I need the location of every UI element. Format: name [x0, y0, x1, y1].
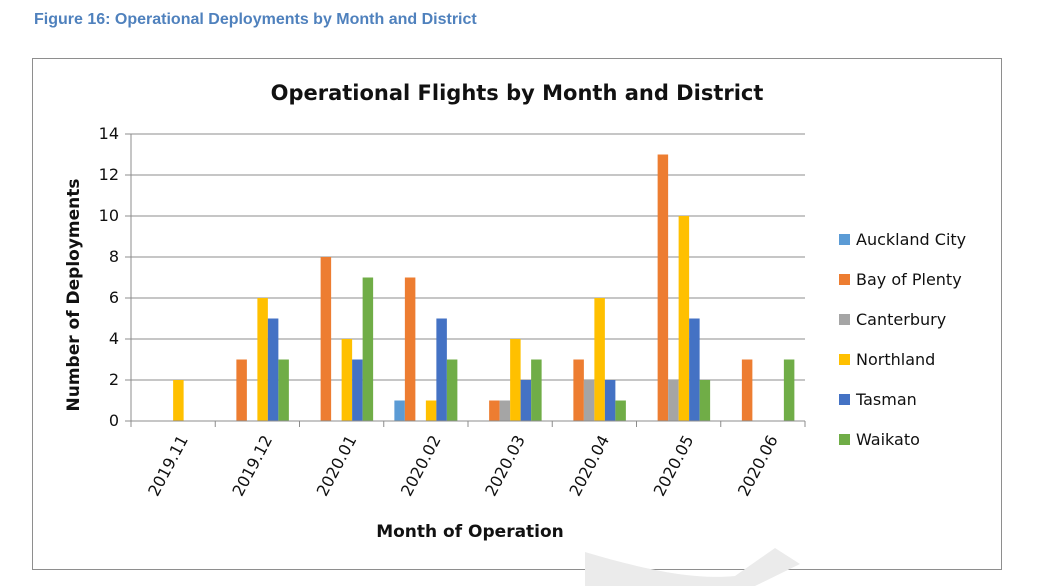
bar [173, 380, 184, 421]
chart-svg: Operational Flights by Month and Distric… [64, 81, 966, 542]
legend-swatch [839, 274, 850, 285]
legend-label: Canterbury [856, 310, 946, 329]
legend-label: Tasman [855, 390, 917, 409]
bar [668, 380, 679, 421]
bar [689, 318, 700, 421]
x-tick-label: 2019.12 [228, 432, 276, 499]
bar [236, 359, 247, 421]
bar [699, 380, 711, 421]
x-tick-label: 2020.04 [565, 432, 613, 499]
legend-label: Auckland City [856, 230, 966, 249]
legend-label: Northland [856, 350, 935, 369]
bar [320, 257, 332, 421]
bar [531, 359, 542, 421]
bar [489, 400, 500, 421]
figure-caption: Figure 16: Operational Deployments by Mo… [34, 11, 477, 28]
bar [362, 277, 374, 421]
bar [446, 359, 458, 421]
gridlines [131, 133, 805, 381]
chart-frame: Operational Flights by Month and Distric… [32, 58, 1002, 570]
x-tick-label: 2020.06 [734, 432, 782, 499]
x-tick-label: 2020.05 [650, 432, 698, 499]
bar [657, 154, 669, 421]
axes: 0 2 4 6 8 10 12 14 2019.11 2019.12 2020.01 2020.02 2… [99, 124, 806, 499]
bar [278, 359, 289, 421]
bars [173, 154, 795, 421]
bar [257, 298, 268, 421]
bar [499, 400, 511, 421]
y-tick-label: 8 [109, 247, 119, 266]
bar [615, 400, 626, 421]
legend-swatch [839, 434, 850, 445]
y-tick-label: 2 [109, 370, 119, 389]
x-tick-label: 2019.11 [144, 432, 192, 499]
bar [352, 359, 363, 421]
bar [341, 339, 353, 421]
y-tick-label: 6 [109, 288, 119, 307]
bar [583, 380, 595, 421]
x-tick-label: 2020.01 [313, 432, 361, 499]
y-tick-label: 4 [109, 329, 119, 348]
legend-swatch [839, 234, 850, 245]
bar [425, 400, 437, 421]
y-axis-title: Number of Deployments [64, 178, 84, 411]
y-tick-label: 14 [99, 124, 119, 143]
bar [436, 318, 447, 421]
x-tick-label: 2020.02 [397, 432, 445, 499]
y-tick-label: 12 [99, 165, 119, 184]
legend-label: Bay of Plenty [856, 270, 962, 289]
y-tick-label: 10 [99, 206, 119, 225]
chart-title: Operational Flights by Month and Distric… [271, 81, 764, 105]
bar [573, 359, 584, 421]
legend-swatch [839, 314, 850, 325]
y-tick-label: 0 [109, 411, 119, 430]
bar [604, 380, 616, 421]
bar [394, 400, 405, 421]
bar [741, 359, 753, 421]
bar [510, 339, 521, 421]
bar [594, 298, 605, 421]
bar [783, 359, 795, 421]
bar [404, 277, 416, 421]
legend: Auckland City Bay of Plenty Canterbury Nort… [839, 230, 966, 449]
bar [520, 380, 532, 421]
bar [267, 318, 279, 421]
x-axis-title: Month of Operation [376, 522, 564, 542]
watermark-stroke [585, 548, 800, 586]
legend-label: Waikato [856, 430, 920, 449]
legend-swatch [839, 394, 850, 405]
legend-swatch [839, 354, 850, 365]
x-tick-label: 2020.03 [481, 432, 529, 499]
bar [678, 216, 690, 421]
